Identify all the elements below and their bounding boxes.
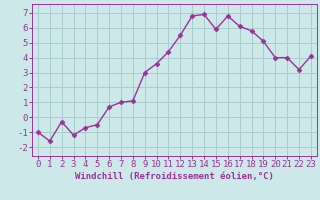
X-axis label: Windchill (Refroidissement éolien,°C): Windchill (Refroidissement éolien,°C) xyxy=(75,172,274,181)
